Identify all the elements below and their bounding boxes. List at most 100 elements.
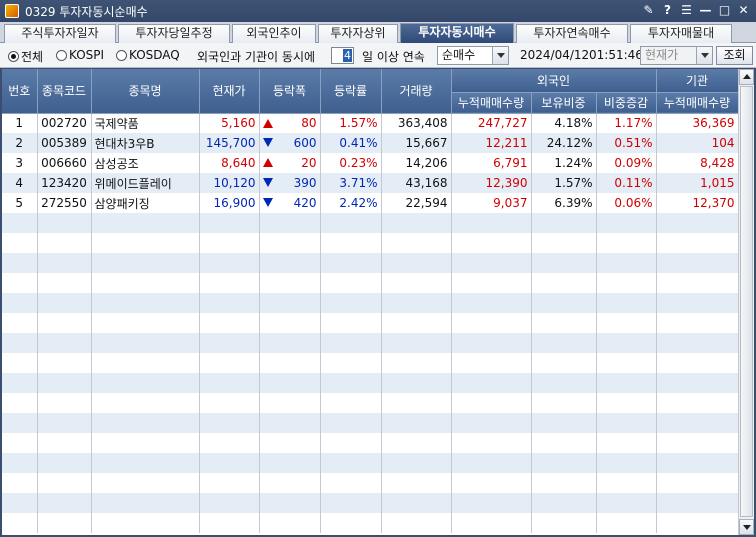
- condition-prefix-label: 외국인과 기관이 동시에: [197, 50, 316, 64]
- tab-investor-top[interactable]: 투자자상위: [318, 24, 398, 43]
- empty-row: [2, 233, 738, 253]
- cell-inst-cum: 1,015: [656, 173, 738, 193]
- cell-code: 002720: [37, 113, 92, 133]
- col-header-foreign: 외국인: [451, 69, 657, 93]
- col-header-code[interactable]: 종목코드: [37, 69, 92, 114]
- scroll-down-icon[interactable]: [739, 519, 754, 535]
- cell-foreign-cum: 247,727: [451, 113, 532, 133]
- col-header-foreign-hold[interactable]: 보유비중: [531, 92, 597, 114]
- cell-name: 국제약품: [91, 113, 200, 133]
- triangle-up-icon: [262, 118, 273, 128]
- cell-inst-cum: 36,369: [656, 113, 738, 133]
- table-row[interactable]: 1 002720 국제약품 5,160 80 1.57% 363,408 247,727 4.1…: [2, 113, 738, 133]
- empty-row: [2, 333, 738, 353]
- cell-change: 390: [259, 173, 321, 193]
- cell-foreign-diff: 0.06%: [596, 193, 657, 213]
- col-header-foreign-cum[interactable]: 누적매매수량: [451, 92, 532, 114]
- app-icon: [5, 4, 19, 18]
- chevron-down-icon[interactable]: [696, 47, 712, 64]
- days-value: 4: [343, 49, 352, 62]
- col-header-change[interactable]: 등락폭: [259, 69, 321, 114]
- tab-investor-simultaneous-buy[interactable]: 투자자동시매수: [400, 23, 514, 43]
- empty-row: [2, 413, 738, 433]
- table-row[interactable]: 5 272550 삼양패키징 16,900 420 2.42% 22,594 9,037 6.3…: [2, 193, 738, 213]
- col-header-volume[interactable]: 거래량: [381, 69, 452, 114]
- empty-row: [2, 453, 738, 473]
- cell-no: 5: [2, 193, 38, 213]
- radio-market-kosdaq[interactable]: KOSDAQ: [116, 48, 180, 62]
- days-input[interactable]: 4: [331, 47, 354, 64]
- empty-row: [2, 433, 738, 453]
- scroll-up-icon[interactable]: [739, 69, 754, 85]
- empty-row: [2, 353, 738, 373]
- col-header-inst-cum[interactable]: 누적매매수량: [656, 92, 738, 114]
- cell-foreign-diff: 0.51%: [596, 133, 657, 153]
- cell-foreign-hold: 1.24%: [531, 153, 597, 173]
- help-icon[interactable]: ?: [664, 3, 671, 17]
- title-bar: 0329 투자자동시순매수 ✎ ? ☰ — □ ✕: [0, 0, 756, 22]
- cell-change: 420: [259, 193, 321, 213]
- cell-price: 8,640: [199, 153, 260, 173]
- query-button[interactable]: 조회: [716, 46, 753, 65]
- triangle-up-icon: [262, 158, 273, 167]
- triangle-down-icon: [262, 178, 273, 187]
- cell-foreign-hold: 4.18%: [531, 113, 597, 133]
- cell-price: 5,160: [199, 113, 260, 133]
- condition-suffix-label: 일 이상 연속: [362, 50, 425, 64]
- cell-inst-cum: 12,370: [656, 193, 738, 213]
- col-header-name[interactable]: 종목명: [91, 69, 200, 114]
- cell-foreign-hold: 1.57%: [531, 173, 597, 193]
- col-header-no[interactable]: 번호: [2, 69, 38, 114]
- date-label: 2024/04/12: [520, 48, 590, 62]
- col-header-price[interactable]: 현재가: [199, 69, 260, 114]
- cell-foreign-hold: 6.39%: [531, 193, 597, 213]
- radio-checked-icon: [8, 51, 19, 62]
- price-select[interactable]: 현재가: [640, 46, 713, 65]
- triangle-down-icon: [262, 138, 273, 147]
- table-row[interactable]: 2 005389 현대차3우B 145,700 600 0.41% 15,667 12,211…: [2, 133, 738, 153]
- tab-investor-daily[interactable]: 주식투자자일자: [4, 24, 116, 43]
- col-header-foreign-diff[interactable]: 비중증감: [596, 92, 657, 114]
- cell-no: 1: [2, 113, 38, 133]
- chevron-down-icon[interactable]: [492, 47, 508, 64]
- cell-code: 123420: [37, 173, 92, 193]
- col-header-inst: 기관: [656, 69, 738, 93]
- col-header-rate[interactable]: 등락률: [320, 69, 382, 114]
- vertical-scrollbar[interactable]: [738, 69, 754, 535]
- cell-change: 600: [259, 133, 321, 153]
- menu-icon[interactable]: ☰: [681, 3, 692, 17]
- triangle-down-icon: [262, 198, 273, 207]
- empty-row: [2, 293, 738, 313]
- tab-investor-volume-profile[interactable]: 투자자매물대: [630, 24, 732, 43]
- radio-unchecked-icon: [116, 49, 127, 61]
- cell-volume: 363,408: [381, 113, 452, 133]
- time-label: 01:51:46: [589, 48, 643, 62]
- tab-bar: 주식투자자일자 투자자당일추정 외국인추이 투자자상위 투자자동시매수 투자자연…: [0, 22, 756, 43]
- empty-row: [2, 493, 738, 513]
- close-icon[interactable]: ✕: [738, 3, 749, 17]
- cell-foreign-cum: 12,211: [451, 133, 532, 153]
- cell-volume: 15,667: [381, 133, 452, 153]
- cell-change: 20: [259, 153, 321, 173]
- tab-investor-consecutive-buy[interactable]: 투자자연속매수: [516, 24, 628, 43]
- tab-foreign-trend[interactable]: 외국인추이: [232, 24, 316, 43]
- order-select[interactable]: 순매수: [437, 46, 509, 65]
- minimize-icon[interactable]: —: [699, 3, 712, 17]
- cell-rate: 1.57%: [320, 113, 382, 133]
- scroll-thumb[interactable]: [740, 86, 753, 517]
- cell-no: 3: [2, 153, 38, 173]
- radio-market-kospi[interactable]: KOSPI: [56, 48, 104, 62]
- cell-rate: 0.41%: [320, 133, 382, 153]
- cell-foreign-diff: 0.11%: [596, 173, 657, 193]
- table-row[interactable]: 4 123420 위메이드플레이 10,120 390 3.71% 43,168 12,390…: [2, 173, 738, 193]
- pin-icon[interactable]: ✎: [643, 3, 654, 17]
- cell-no: 2: [2, 133, 38, 153]
- radio-market-all[interactable]: 전체: [8, 48, 43, 65]
- table-row[interactable]: 3 006660 삼성공조 8,640 20 0.23% 14,206 6,791 1.24% 0…: [2, 153, 738, 173]
- cell-foreign-diff: 0.09%: [596, 153, 657, 173]
- tab-investor-today-estimate[interactable]: 투자자당일추정: [118, 24, 230, 43]
- cell-price: 10,120: [199, 173, 260, 193]
- cell-foreign-cum: 9,037: [451, 193, 532, 213]
- maximize-icon[interactable]: □: [718, 3, 731, 17]
- cell-foreign-diff: 1.17%: [596, 113, 657, 133]
